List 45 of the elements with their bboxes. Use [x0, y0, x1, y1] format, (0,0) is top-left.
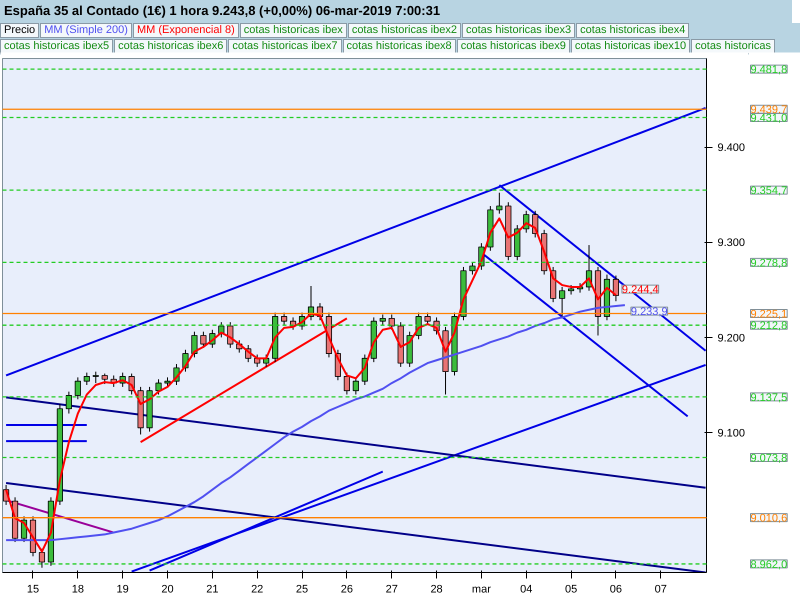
text: cotas historicas ibex5 — [0, 38, 114, 54]
text: MM (Simple 200) — [40, 22, 132, 38]
ref-line-label: 9.225,1 — [750, 308, 788, 320]
x-tick-label: 27 — [386, 584, 398, 596]
text: cotas historicas — [691, 38, 775, 54]
x-tick-label: 28 — [430, 584, 443, 596]
x-tick-label: 22 — [251, 584, 264, 596]
x-tick-label: 04 — [520, 584, 532, 596]
x-tick-label: 18 — [72, 584, 84, 596]
ref-line-label: 9.278,8 — [750, 257, 788, 270]
y-tick-label: 9.100 — [718, 428, 746, 440]
text: cotas historicas ibex7 — [228, 38, 342, 54]
ref-line-label: 9.073,8 — [750, 452, 788, 465]
text: Precio — [0, 22, 40, 38]
ref-line-label: 8.962,0 — [750, 558, 788, 571]
text: cotas historicas ibex6 — [114, 38, 228, 54]
y-tick-label: 9.400 — [718, 142, 746, 154]
x-tick-label: 05 — [564, 584, 578, 596]
x-tick-label: 19 — [116, 584, 129, 596]
text: cotas historicas ibex4 — [576, 22, 690, 38]
text: cotas historicas ibex — [240, 22, 347, 38]
text: MM (Exponencial 8) — [132, 22, 239, 38]
text: cotas historicas ibex2 — [348, 22, 461, 38]
chart-title: España 35 al Contado (1€) 1 hora 9.243,8 (+0,00%) 06-mar-2019 7:00:31 — [0, 0, 792, 23]
x-tick-label: mar — [472, 584, 492, 596]
text: cotas historicas ibex8 — [342, 38, 456, 54]
x-tick-label: 20 — [161, 584, 174, 596]
x-tick-label: 25 — [296, 584, 308, 596]
ref-line-label: 9.137,5 — [750, 392, 788, 404]
x-tick-label: 07 — [654, 584, 667, 596]
x-tick-label: 26 — [340, 584, 354, 596]
y-tick-label: 9.300 — [718, 237, 746, 250]
ref-line-label: 9.212,8 — [750, 320, 788, 332]
text: cotas historicas ibex9 — [456, 38, 570, 54]
ref-line-label: 9.354,7 — [750, 185, 788, 198]
x-tick-label: 06 — [610, 584, 622, 596]
ref-line-label: 9.010,6 — [750, 512, 788, 525]
x-tick-label: 15 — [26, 584, 40, 596]
data-label: 9.244,4 — [622, 284, 659, 296]
ref-line-label: 9.481,8 — [750, 64, 788, 76]
y-tick-label: 9.200 — [718, 332, 746, 344]
text: cotas historicas ibex3 — [462, 22, 576, 38]
x-tick-label: 21 — [206, 584, 218, 596]
text: cotas historicas ibex10 — [570, 38, 690, 54]
ref-line-label: 9.431,0 — [750, 112, 788, 125]
